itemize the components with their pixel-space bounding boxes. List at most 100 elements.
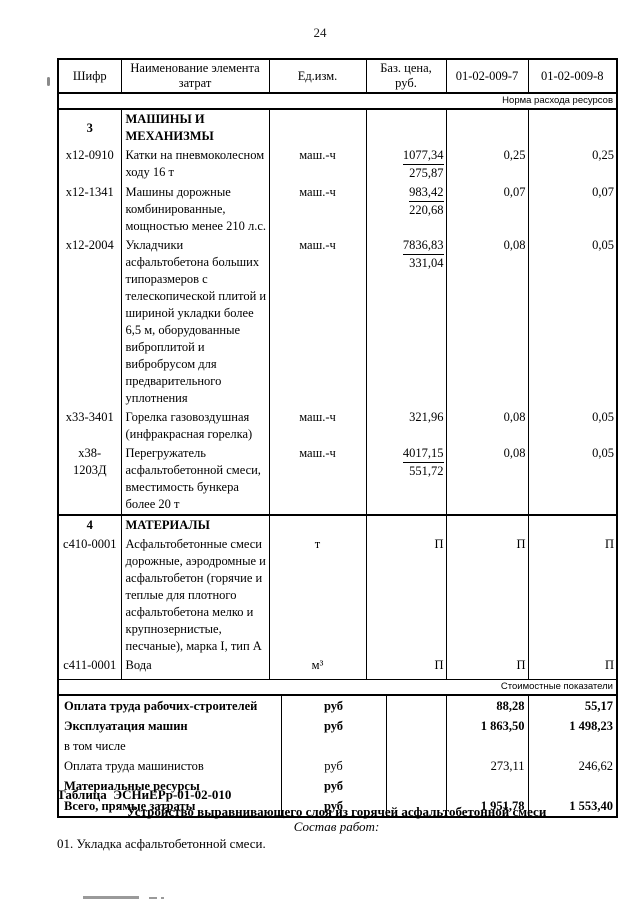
summary-label-cell: Материальные ресурсы xyxy=(57,776,282,796)
table-row: с410-0001 Асфальтобетонные смеси дорожные… xyxy=(57,535,618,656)
summary-value-cell-009-7 xyxy=(445,736,529,756)
header-code: Шифр xyxy=(57,59,122,94)
value-cell-009-8 xyxy=(527,514,618,535)
price-cell: 7836,83 331,04 xyxy=(365,236,447,408)
price-cell: 321,96 xyxy=(365,408,447,444)
code-cell: х33-3401 xyxy=(57,408,122,444)
summary-spacer-cell xyxy=(385,756,447,776)
norm-banner-section: Норма расхода ресурсов xyxy=(57,93,618,110)
value-cell-009-8: 0,05 xyxy=(527,408,618,444)
work-items-list: 01. Укладка асфальтобетонной смеси. xyxy=(57,836,616,852)
value-cell-009-7: П xyxy=(445,535,529,656)
unit-cell: маш.-ч xyxy=(268,444,367,515)
summary-label-cell: Оплата труда рабочих-строителей xyxy=(57,696,282,716)
table-row: х12-0910 Катки на пневмоколесном ходу 16 … xyxy=(57,146,618,183)
name-cell: Перегружатель асфальтобетонной смеси, вм… xyxy=(120,444,270,515)
unit-cell xyxy=(268,514,367,535)
cost-banner-section: Стоимостные показатели xyxy=(57,679,618,696)
scan-artifact xyxy=(161,897,164,899)
price-numerator: 1077,34 xyxy=(402,147,444,165)
price-numerator: 4017,15 xyxy=(402,445,444,463)
unit-cell: маш.-ч xyxy=(268,146,367,183)
value-cell-009-7: 0,08 xyxy=(445,444,529,515)
summary-value-cell-009-7: 1 863,50 xyxy=(445,716,529,736)
name-cell: Катки на пневмоколесном ходу 16 т xyxy=(120,146,270,183)
scan-artifact xyxy=(83,896,139,899)
name-cell: Асфальтобетонные смеси дорожные, аэродро… xyxy=(120,535,270,656)
code-cell: х12-0910 xyxy=(57,146,122,183)
summary-row: Материальные ресурсы руб xyxy=(57,776,618,796)
table-row: х12-1341 Машины дорожные комбинированные,… xyxy=(57,183,618,236)
unit-cell: маш.-ч xyxy=(268,183,367,236)
value-cell-009-8: 0,25 xyxy=(527,146,618,183)
price-numerator: 7836,83 xyxy=(402,237,444,255)
price-cell: 983,42 220,68 xyxy=(365,183,447,236)
cost-banner: Стоимостные показатели xyxy=(57,679,618,696)
summary-value-cell-009-8: 55,17 xyxy=(527,696,618,716)
price-denominator: 331,04 xyxy=(409,256,444,270)
price-numerator: 321,96 xyxy=(409,410,444,424)
code-cell: х12-1341 xyxy=(57,183,122,236)
header-norm-009-8: 01-02-009-8 xyxy=(527,59,618,94)
value-cell-009-7: 0,07 xyxy=(445,183,529,236)
summary-row: Оплата труда рабочих-строителей руб 88,28 5… xyxy=(57,696,618,716)
unit-cell: маш.-ч xyxy=(268,408,367,444)
table-row: х33-3401 Горелка газовоздушная (инфракрас… xyxy=(57,408,618,444)
summary-unit-cell: руб xyxy=(280,696,387,716)
header-base-price: Баз. цена, руб. xyxy=(365,59,447,94)
price-cell: П xyxy=(365,656,447,680)
summary-spacer-cell xyxy=(385,696,447,716)
header-norm-009-7: 01-02-009-7 xyxy=(445,59,529,94)
table-row: х12-2004 Укладчики асфальтобетона больших… xyxy=(57,236,618,408)
code-cell: х12-2004 xyxy=(57,236,122,408)
value-cell-009-8 xyxy=(527,108,618,146)
summary-value-cell-009-7: 88,28 xyxy=(445,696,529,716)
value-cell-009-8: 0,05 xyxy=(527,236,618,408)
summary-label-cell: Оплата труда машинистов xyxy=(57,756,282,776)
name-cell: Горелка газовоздушная (инфракрасная горе… xyxy=(120,408,270,444)
summary-unit-cell: руб xyxy=(280,776,387,796)
value-cell-009-7 xyxy=(445,108,529,146)
value-cell-009-7 xyxy=(445,514,529,535)
summary-value-cell-009-8: 1 553,40 xyxy=(527,796,618,817)
summary-spacer-cell xyxy=(385,736,447,756)
header-element-name: Наименование элемента затрат xyxy=(120,59,270,94)
price-numerator: 983,42 xyxy=(409,184,444,202)
value-cell-009-8: 0,07 xyxy=(527,183,618,236)
table-row: 3 МАШИНЫ И МЕХАНИЗМЫ xyxy=(57,108,618,146)
code-cell: х38-1203Д xyxy=(57,444,122,515)
price-cell xyxy=(365,514,447,535)
work-item: 01. Укладка асфальтобетонной смеси. xyxy=(57,835,266,851)
norm-banner-row: Норма расхода ресурсов xyxy=(57,93,618,110)
name-cell: МАТЕРИАЛЫ xyxy=(120,514,270,535)
summary-unit-cell: руб xyxy=(280,756,387,776)
price-numerator: П xyxy=(434,658,444,672)
tables-area: Шифр Наименование элемента затрат Ед.изм… xyxy=(57,58,618,818)
name-cell: Укладчики асфальтобетона больших типораз… xyxy=(120,236,270,408)
summary-row: Эксплуатация машин руб 1 863,50 1 498,23 xyxy=(57,716,618,736)
scan-artifact xyxy=(149,897,157,899)
summary-row: в том числе xyxy=(57,736,618,756)
summary-unit-cell xyxy=(280,736,387,756)
summary-unit-cell: руб xyxy=(280,796,387,817)
summary-value-cell-009-8 xyxy=(527,776,618,796)
value-cell-009-7: 0,08 xyxy=(445,236,529,408)
price-cell: 4017,15 551,72 xyxy=(365,444,447,515)
summary-row: Всего, прямые затраты руб 1 951,78 1 553,40 xyxy=(57,796,618,817)
cost-banner-row: Стоимостные показатели xyxy=(57,679,618,696)
summary-unit-cell: руб xyxy=(280,716,387,736)
summary-label-cell: в том числе xyxy=(57,736,282,756)
code-cell: 4 xyxy=(57,514,122,535)
value-cell-009-8: П xyxy=(527,656,618,680)
code-cell: с411-0001 xyxy=(57,656,122,680)
summary-spacer-cell xyxy=(385,716,447,736)
price-denominator: 551,72 xyxy=(409,464,444,478)
price-denominator: 220,68 xyxy=(409,203,444,217)
code-cell: с410-0001 xyxy=(57,535,122,656)
summary-value-cell-009-8: 1 498,23 xyxy=(527,716,618,736)
next-table-title: Устройство выравнивающего слоя из горяче… xyxy=(126,803,547,819)
table-row: 4 МАТЕРИАЛЫ xyxy=(57,514,618,535)
next-table-label: Таблица ЭСНиЕРр-01-02-010 xyxy=(57,787,232,802)
name-cell: Машины дорожные комбинированные, мощност… xyxy=(120,183,270,236)
